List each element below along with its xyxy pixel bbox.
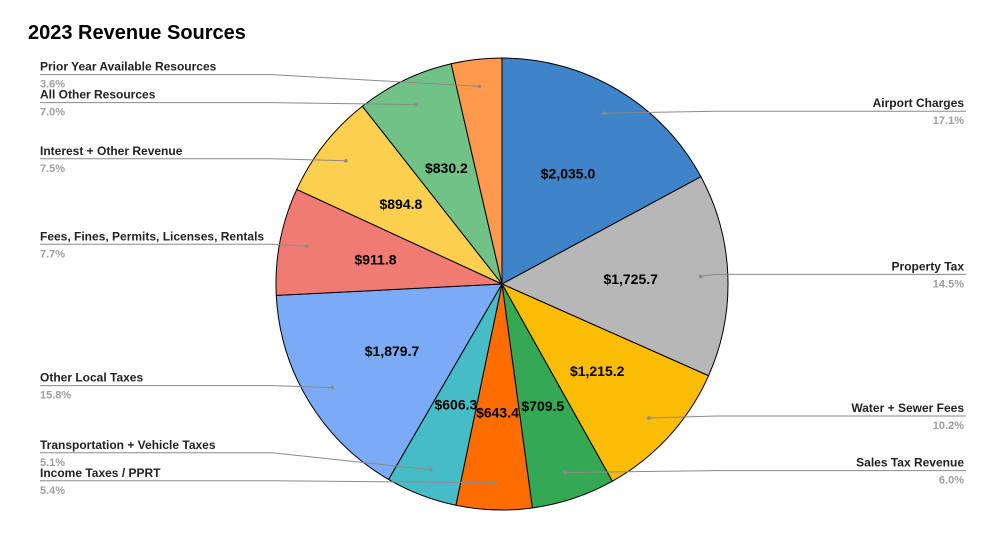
side-label-name-fees-fines-permits-licenses-rentals: Fees, Fines, Permits, Licenses, Rentals	[40, 229, 264, 243]
leader-line-prior-year-available-resources	[40, 74, 480, 87]
leader-line-water-sewer-fees	[648, 415, 966, 419]
side-label-percent-water-sewer-fees: 10.2%	[933, 420, 964, 432]
leader-line-transportation-vehicle-taxes	[40, 452, 431, 471]
side-label-name-interest-other-revenue: Interest + Other Revenue	[40, 144, 183, 158]
leader-line-fees-fines-permits-licenses-rentals	[40, 243, 307, 247]
leader-dot-sales-tax-revenue	[563, 470, 567, 475]
side-label-percent-prior-year-available-resources: 3.6%	[40, 79, 65, 91]
slice-value-label-other-local-taxes: $1,879.7	[365, 343, 420, 359]
leader-dot-airport-charges	[602, 111, 606, 115]
pie-slice-airport-charges[interactable]	[501, 57, 702, 285]
side-label-percent-airport-charges: 17.1%	[933, 115, 964, 127]
side-label-percent-fees-fines-permits-licenses-rentals: 7.7%	[40, 248, 65, 260]
pie-slice-prior-year-available-resources[interactable]	[450, 57, 503, 285]
side-labels: Airport Charges 17.1% Property Tax 14.5% Wat…	[40, 60, 964, 497]
side-label-name-property-tax: Property Tax	[892, 259, 965, 273]
side-label-percent-sales-tax-revenue: 6.0%	[939, 475, 964, 487]
slice-value-label-all-other-resources: $830.2	[425, 160, 468, 176]
side-label-percent-income-taxes-pprt: 5.4%	[40, 485, 65, 497]
pie-slice-other-local-taxes[interactable]	[275, 283, 503, 480]
slice-value-label-water-sewer-fees: $1,215.2	[570, 363, 625, 379]
side-label-percent-transportation-vehicle-taxes: 5.1%	[40, 457, 65, 469]
slice-value-labels: $2,035.0 $1,725.7 $1,215.2 $709.5$643.4$606…	[354, 160, 658, 421]
side-label-percent-all-other-resources: 7.0%	[40, 107, 65, 119]
leader-dot-other-local-taxes	[330, 385, 335, 390]
pie-slice-interest-other-revenue[interactable]	[296, 105, 503, 285]
leader-line-all-other-resources	[40, 102, 417, 106]
side-label-name-airport-charges: Airport Charges	[873, 96, 965, 110]
slice-value-label-property-tax: $1,725.7	[603, 271, 658, 287]
slice-value-label-interest-other-revenue: $894.8	[379, 196, 422, 212]
side-label-name-sales-tax-revenue: Sales Tax Revenue	[856, 456, 964, 470]
pie-slice-property-tax[interactable]	[501, 176, 729, 377]
slice-value-label-sales-tax-revenue: $709.5	[521, 398, 564, 414]
leader-line-income-taxes-pprt	[40, 480, 496, 484]
leader-dot-transportation-vehicle-taxes	[429, 467, 433, 472]
side-label-name-water-sewer-fees: Water + Sewer Fees	[851, 401, 964, 415]
side-label-percent-other-local-taxes: 15.8%	[40, 390, 71, 402]
leader-dot-property-tax	[698, 274, 703, 279]
side-label-name-prior-year-available-resources: Prior Year Available Resources	[40, 60, 217, 74]
leader-line-other-local-taxes	[40, 385, 333, 389]
side-label-name-income-taxes-pprt: Income Taxes / PPRT	[40, 466, 161, 480]
leader-line-property-tax	[700, 273, 966, 277]
chart-title: 2023 Revenue Sources	[28, 22, 246, 44]
pie-slice-fees-fines-permits-licenses-rentals[interactable]	[275, 188, 503, 296]
side-label-name-transportation-vehicle-taxes: Transportation + Vehicle Taxes	[40, 438, 216, 452]
leader-dot-prior-year-available-resources	[477, 84, 482, 89]
side-label-name-other-local-taxes: Other Local Taxes	[40, 371, 143, 385]
leader-line-interest-other-revenue	[40, 158, 346, 162]
leader-lines	[40, 74, 966, 485]
slice-value-label-fees-fines-permits-licenses-rentals: $911.8	[354, 252, 396, 268]
pie-slices	[275, 57, 729, 511]
side-label-name-all-other-resources: All Other Resources	[40, 88, 156, 102]
slice-value-label-income-taxes-pprt: $643.4	[476, 405, 519, 421]
slice-value-label-transportation-vehicle-taxes: $606.3	[434, 396, 477, 412]
leader-dot-fees-fines-permits-licenses-rentals	[304, 244, 309, 249]
leader-line-airport-charges	[603, 110, 966, 114]
leader-line-sales-tax-revenue	[564, 470, 966, 474]
slice-value-label-airport-charges: $2,035.0	[541, 165, 596, 181]
side-label-percent-interest-other-revenue: 7.5%	[40, 163, 65, 175]
leader-dot-income-taxes-pprt	[493, 481, 497, 485]
side-label-percent-property-tax: 14.5%	[933, 278, 964, 290]
leader-dot-interest-other-revenue	[344, 159, 348, 163]
leader-dot-water-sewer-fees	[647, 416, 651, 420]
leader-dot-all-other-resources	[414, 102, 418, 107]
pie-slice-water-sewer-fees[interactable]	[501, 283, 710, 482]
